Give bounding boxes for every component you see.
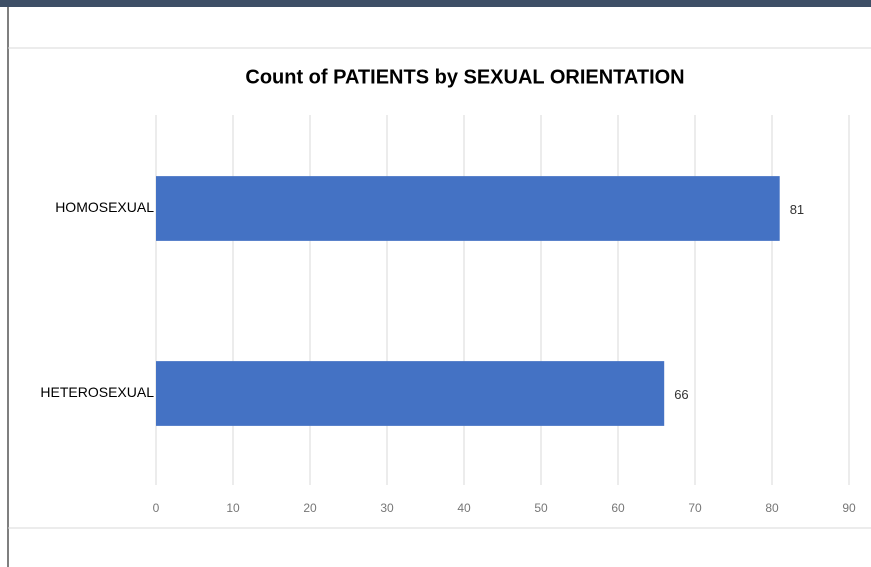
- x-tick-label: 70: [688, 501, 702, 515]
- x-tick-label: 60: [611, 501, 625, 515]
- bar: [156, 176, 780, 241]
- x-tick-label: 50: [534, 501, 548, 515]
- x-tick-label: 30: [380, 501, 394, 515]
- data-label: 81: [790, 202, 804, 217]
- y-tick-label: HETEROSEXUAL: [40, 384, 154, 400]
- chart-title: Count of PATIENTS by SEXUAL ORIENTATION: [245, 66, 684, 88]
- x-tick-label: 20: [303, 501, 317, 515]
- y-tick-label: HOMOSEXUAL: [55, 199, 154, 215]
- bar: [156, 361, 665, 426]
- x-tick-label: 40: [457, 501, 471, 515]
- x-tick-label: 10: [226, 501, 240, 515]
- x-tick-label: 90: [842, 501, 856, 515]
- window-top-bar: [0, 0, 871, 7]
- x-tick-label: 80: [765, 501, 779, 515]
- x-tick-label: 0: [153, 501, 160, 515]
- data-label: 66: [674, 387, 688, 402]
